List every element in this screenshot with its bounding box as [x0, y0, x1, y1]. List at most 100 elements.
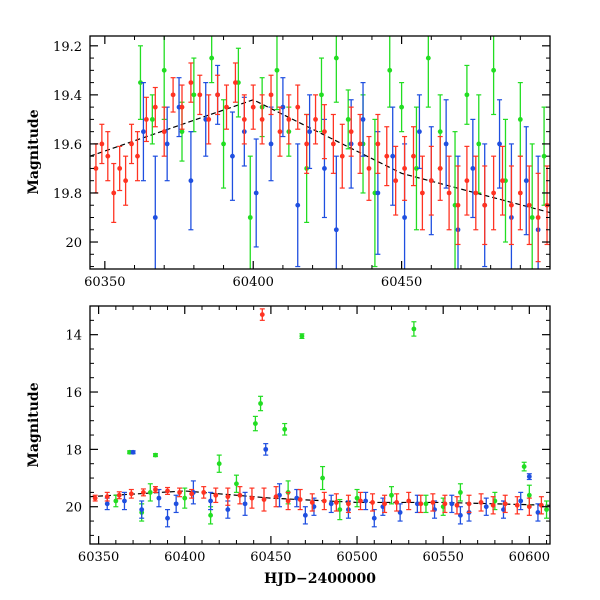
data-point — [517, 190, 523, 196]
data-point — [464, 92, 470, 98]
top-panel: 60350 60400 60450 19.2 19.4 19.6 19.8 20 Magnit… — [26, 35, 551, 290]
data-point — [152, 215, 158, 220]
data-point — [141, 129, 146, 135]
data-point — [242, 501, 248, 507]
data-point — [517, 116, 523, 122]
data-point — [295, 202, 301, 208]
data-point — [330, 141, 336, 147]
data-point — [161, 129, 167, 135]
data-point — [419, 190, 425, 196]
data-point — [221, 141, 226, 147]
data-point — [277, 129, 283, 135]
x-tick-label: 60400 — [233, 275, 274, 290]
data-point — [446, 190, 452, 196]
data-point — [237, 492, 243, 498]
data-point — [230, 153, 235, 159]
data-point — [333, 55, 339, 61]
top-plot-area — [90, 36, 550, 269]
data-point — [470, 166, 476, 171]
data-point — [99, 141, 105, 147]
data-point — [189, 491, 195, 497]
data-point — [423, 501, 429, 507]
data-point — [544, 507, 549, 512]
data-point — [366, 166, 372, 171]
x-tick-label: 60550 — [423, 550, 464, 565]
data-point — [249, 495, 255, 501]
data-point — [263, 446, 269, 452]
top-axes: 60350 60400 60450 19.2 19.4 19.6 19.8 20 — [53, 36, 551, 290]
data-point — [387, 67, 393, 73]
data-point — [259, 116, 265, 122]
data-point — [402, 166, 407, 171]
x-tick-label: 60350 — [84, 275, 125, 290]
data-point — [274, 67, 280, 73]
data-point — [105, 153, 111, 159]
x-tick-label: 60450 — [381, 275, 422, 290]
data-point — [502, 501, 508, 507]
data-point — [482, 202, 488, 208]
data-point — [161, 67, 167, 73]
data-point — [393, 178, 399, 184]
data-point — [371, 515, 377, 521]
data-point — [139, 507, 145, 512]
data-point — [414, 501, 420, 507]
data-point — [304, 141, 310, 147]
data-point — [414, 166, 419, 171]
data-point — [122, 498, 127, 504]
data-point — [483, 504, 489, 510]
data-point — [182, 495, 188, 501]
data-point — [363, 498, 369, 504]
data-point — [233, 80, 238, 85]
data-point — [104, 494, 110, 500]
data-point — [333, 227, 339, 233]
y-tick-label: 14 — [65, 329, 82, 344]
data-point — [455, 202, 461, 208]
data-point — [514, 502, 520, 508]
data-point — [497, 141, 502, 147]
y-tick-label: 18 — [65, 443, 82, 458]
data-point — [313, 116, 318, 122]
data-point — [458, 489, 463, 495]
y-tick-label: 19.6 — [53, 138, 82, 153]
data-point — [309, 500, 315, 505]
data-point — [320, 475, 325, 481]
data-point — [322, 129, 327, 135]
data-point — [268, 141, 274, 147]
x-tick-label: 60600 — [509, 550, 550, 565]
data-point — [253, 190, 259, 196]
data-point — [197, 92, 203, 98]
data-point — [328, 501, 334, 507]
data-point — [250, 104, 256, 110]
y-tick-label: 19.4 — [53, 89, 82, 104]
data-point — [529, 215, 535, 220]
data-point — [299, 333, 305, 339]
data-point — [258, 401, 263, 406]
data-point — [466, 501, 472, 507]
data-point — [526, 474, 532, 480]
data-point — [394, 500, 400, 505]
data-point — [535, 215, 541, 220]
data-point — [282, 426, 288, 432]
data-point — [209, 55, 215, 61]
data-point — [93, 166, 99, 171]
top-series-2 — [93, 62, 550, 263]
data-point — [165, 488, 170, 494]
data-point — [143, 116, 149, 122]
data-point — [188, 80, 194, 85]
data-point — [261, 497, 267, 502]
data-point — [491, 190, 497, 196]
bottom-x-axis-label: HJD−2400000 — [264, 571, 376, 587]
data-point — [526, 202, 532, 208]
data-point — [345, 116, 351, 122]
y-tick-label: 19.2 — [53, 40, 82, 55]
data-point — [138, 80, 143, 85]
data-point — [464, 178, 470, 184]
data-point — [130, 449, 136, 455]
data-point — [399, 104, 405, 110]
data-point — [149, 116, 155, 122]
data-point — [437, 166, 443, 171]
data-point — [411, 326, 417, 332]
data-point — [307, 129, 313, 135]
x-tick-label: 60450 — [250, 550, 291, 565]
